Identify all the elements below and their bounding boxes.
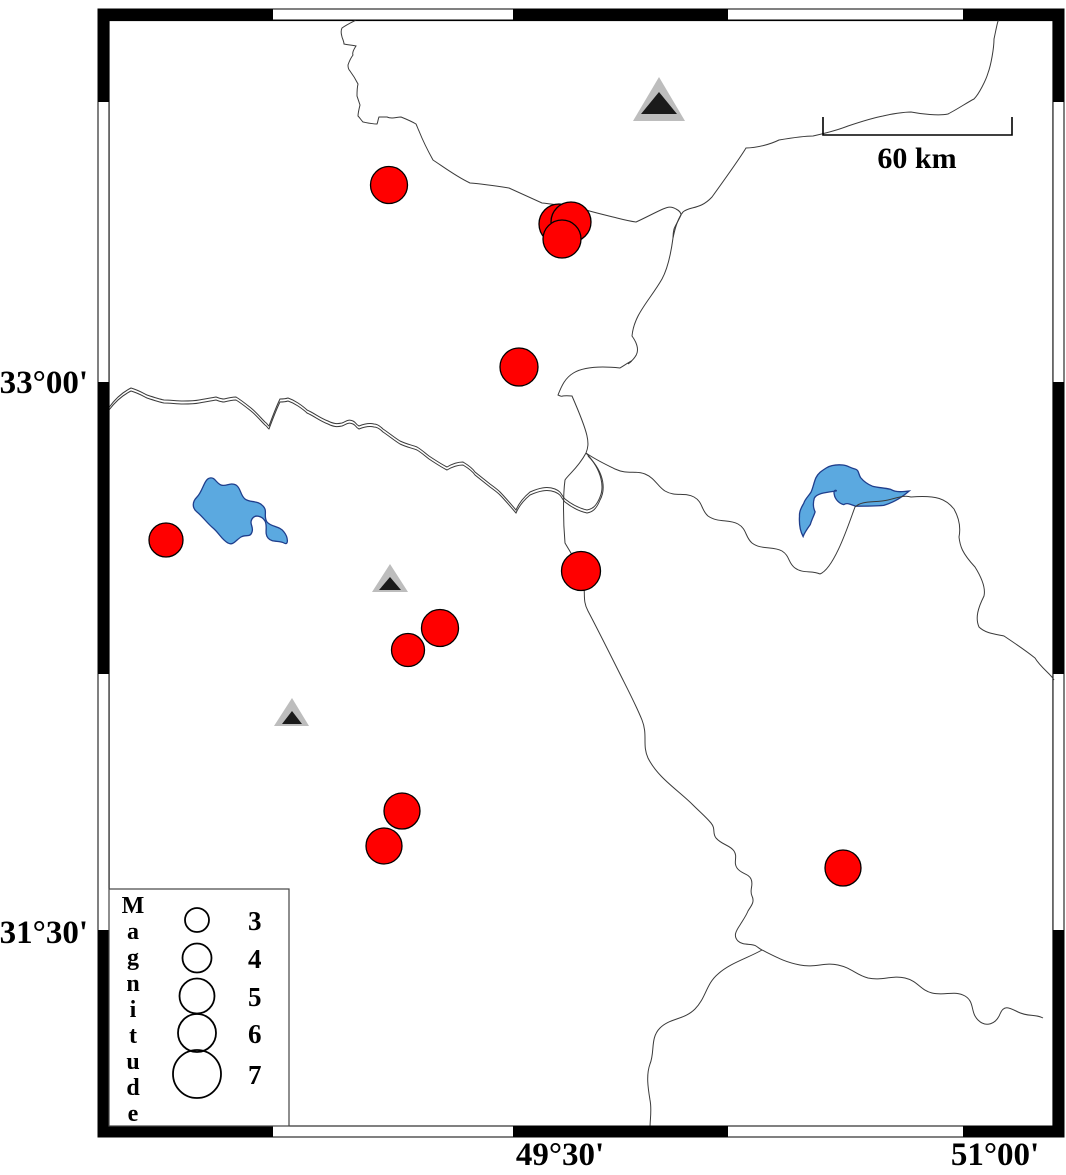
svg-text:g: g [127,945,139,971]
svg-text:i: i [130,997,137,1023]
svg-text:31°30': 31°30' [0,915,88,951]
svg-text:6: 6 [248,1019,262,1049]
svg-text:51°00': 51°00' [951,1137,1039,1173]
svg-text:n: n [126,971,139,997]
svg-text:M: M [122,893,145,919]
svg-text:4: 4 [248,944,262,974]
svg-text:t: t [129,1023,137,1049]
svg-text:3: 3 [248,906,262,936]
svg-text:e: e [128,1101,139,1127]
svg-text:u: u [126,1049,139,1075]
svg-text:a: a [127,919,139,945]
svg-text:33°00': 33°00' [0,365,88,401]
svg-text:60 km: 60 km [877,142,956,175]
svg-text:5: 5 [248,982,262,1012]
svg-text:d: d [126,1075,140,1101]
svg-text:49°30': 49°30' [516,1137,604,1173]
svg-text:7: 7 [248,1060,262,1090]
